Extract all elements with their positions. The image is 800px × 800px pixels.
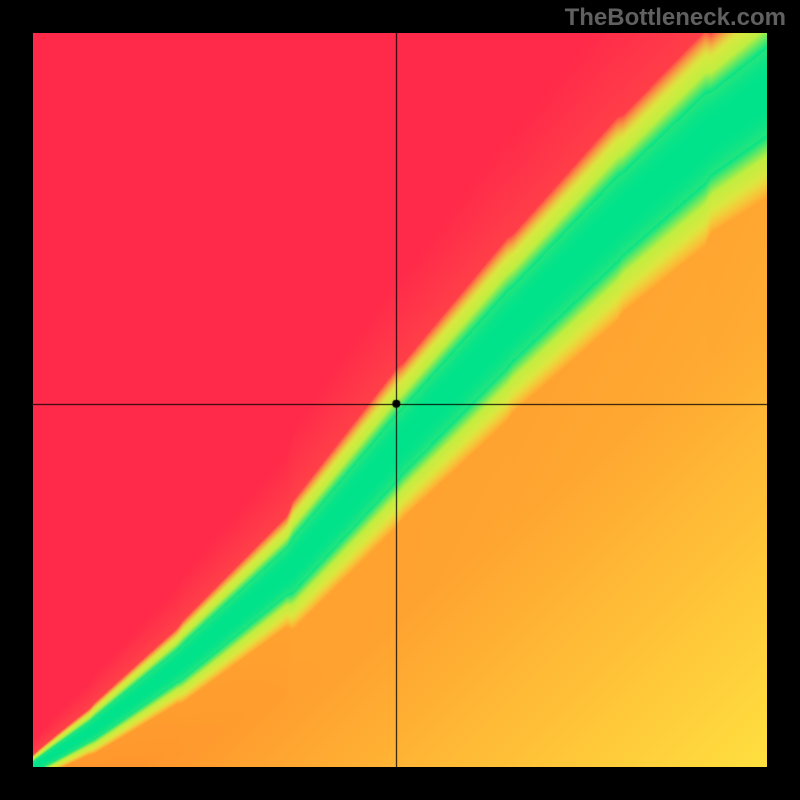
watermark-text: TheBottleneck.com (565, 4, 786, 32)
frame-left (0, 0, 33, 800)
bottleneck-heatmap (33, 33, 767, 767)
frame-bottom (0, 767, 800, 800)
frame-right (767, 0, 800, 800)
